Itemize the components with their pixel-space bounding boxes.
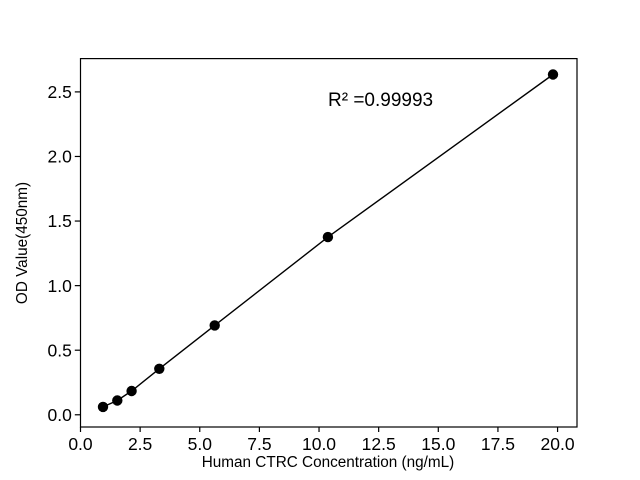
- svg-text:Human CTRC Concentration (ng/m: Human CTRC Concentration (ng/mL): [202, 454, 455, 471]
- svg-text:0.0: 0.0: [68, 434, 93, 454]
- svg-text:7.5: 7.5: [247, 434, 271, 454]
- svg-text:OD Value(450nm): OD Value(450nm): [14, 182, 31, 304]
- svg-text:2.5: 2.5: [128, 434, 152, 454]
- svg-text:10.0: 10.0: [302, 434, 336, 454]
- svg-text:2.5: 2.5: [47, 82, 71, 102]
- svg-text:R² =0.99993: R² =0.99993: [328, 90, 433, 111]
- svg-text:12.5: 12.5: [362, 434, 396, 454]
- svg-text:0.0: 0.0: [47, 405, 72, 425]
- svg-text:1.5: 1.5: [47, 211, 71, 231]
- svg-text:15.0: 15.0: [421, 434, 455, 454]
- svg-text:20.0: 20.0: [541, 434, 575, 454]
- svg-text:0.5: 0.5: [47, 340, 71, 360]
- svg-text:1.0: 1.0: [47, 276, 72, 296]
- svg-text:2.0: 2.0: [47, 147, 72, 167]
- svg-text:17.5: 17.5: [481, 434, 515, 454]
- svg-text:5.0: 5.0: [188, 434, 213, 454]
